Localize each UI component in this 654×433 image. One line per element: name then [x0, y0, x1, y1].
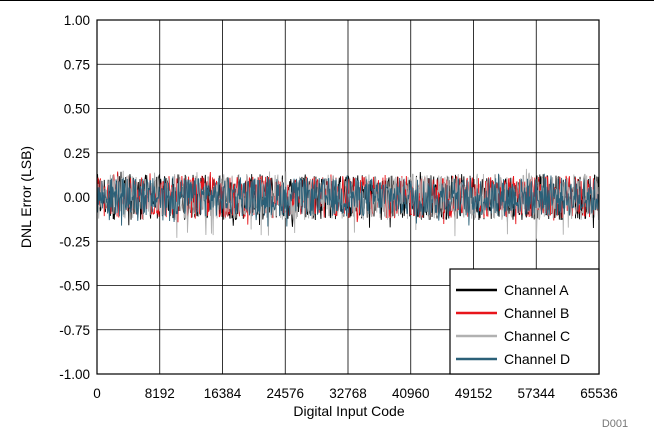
y-tick-label: 0.00: [64, 190, 90, 205]
figure-id: D001: [602, 418, 628, 430]
data-traces: [97, 168, 599, 239]
y-tick-label: -0.75: [59, 323, 90, 338]
legend-box: [449, 268, 600, 375]
x-tick-label: 0: [93, 386, 101, 401]
y-axis-title: DNL Error (LSB): [18, 146, 34, 248]
legend-label: Channel D: [504, 351, 570, 367]
x-tick-labels: 0 8192 16384 24576 32768 40960 49152 57344 65536: [93, 386, 618, 401]
y-tick-label: -0.25: [59, 234, 90, 249]
y-tick-label: 1.00: [64, 13, 90, 28]
x-tick-label: 40960: [392, 386, 430, 401]
legend: Channel A Channel B Channel C Channel D: [449, 268, 600, 375]
x-axis-title: Digital Input Code: [293, 403, 405, 419]
x-tick-label: 57344: [517, 386, 555, 401]
series-line-channel-d: [97, 173, 599, 227]
x-tick-label: 16384: [204, 386, 242, 401]
x-tick-label: 8192: [145, 386, 175, 401]
y-tick-labels: 1.00 0.75 0.50 0.25 0.00 -0.25 -0.50 -0.75 -1.00: [59, 13, 90, 382]
top-border-line: [0, 0, 654, 1]
y-tick-label: 0.25: [64, 146, 90, 161]
y-tick-label: 0.50: [64, 102, 90, 117]
x-tick-label: 32768: [329, 386, 367, 401]
legend-label: Channel C: [504, 328, 570, 344]
y-tick-label: -0.50: [59, 279, 90, 294]
x-tick-label: 65536: [580, 386, 618, 401]
x-tick-label: 24576: [266, 386, 304, 401]
legend-label: Channel B: [504, 305, 569, 321]
legend-label: Channel A: [504, 282, 569, 298]
y-tick-label: 0.75: [64, 57, 90, 72]
x-tick-label: 49152: [455, 386, 493, 401]
y-tick-label: -1.00: [59, 367, 90, 382]
plot-frame: [96, 19, 600, 375]
